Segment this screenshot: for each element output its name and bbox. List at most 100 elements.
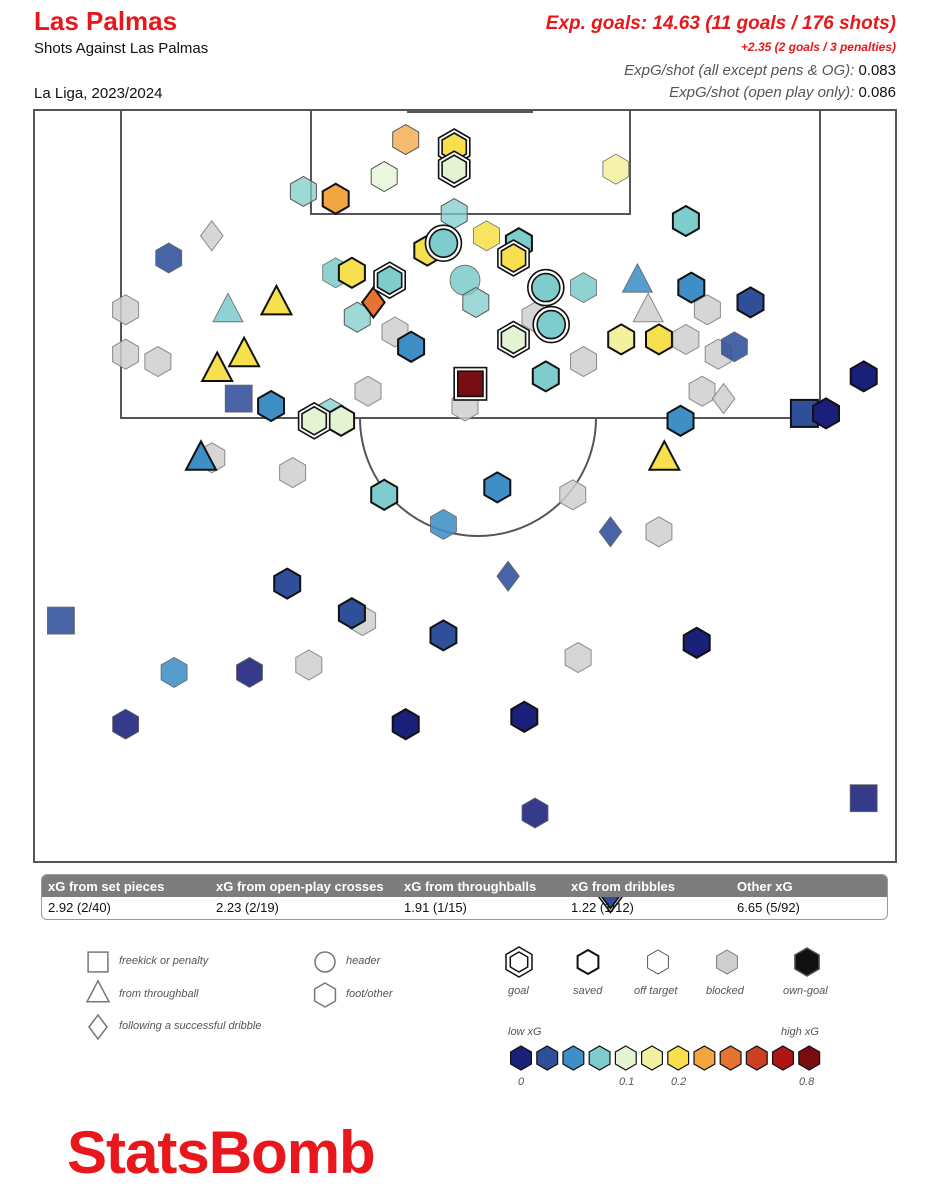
- shot-off-target-0: [289, 175, 317, 207]
- summary-value-crosses: 2.23 (2/19): [216, 900, 279, 915]
- shot-blocked-19: [564, 642, 592, 674]
- legend-label-low-xg: low xG: [508, 1026, 542, 1038]
- shot-saved-29: [510, 700, 539, 733]
- shot-goals-2: [428, 228, 459, 258]
- shot-blocked-4: [693, 294, 721, 326]
- xg-per-shot-open-value: 0.086: [858, 84, 896, 101]
- shot-goals-4: [531, 272, 561, 303]
- shot-saved-6: [360, 285, 386, 320]
- summary-header-set-pieces: xG from set pieces: [48, 879, 165, 894]
- legend-tick-0-8: 0.8: [799, 1076, 815, 1088]
- statsbomb-logo: StatsBomb: [67, 1119, 376, 1186]
- legend-label-off-target: off target: [634, 985, 678, 997]
- summary-value-set-pieces: 2.92 (2/40): [48, 900, 111, 915]
- legend-label-dribble: following a successful dribble: [119, 1020, 262, 1032]
- shot-unannotated-4: [570, 272, 597, 304]
- legend-label-saved: saved: [573, 985, 603, 997]
- legend-tick-0-1: 0.1: [619, 1076, 635, 1088]
- legend-xg-scale-0: [510, 1045, 533, 1071]
- shot-blocked-7: [570, 346, 597, 378]
- legend-xg-scale-10: [771, 1045, 795, 1071]
- shot-unannotated-15: [598, 516, 623, 548]
- legend-label-header: header: [346, 955, 381, 967]
- legend-xg-scale-3: [588, 1045, 611, 1071]
- shot-saved-23: [647, 439, 681, 471]
- shot-unannotated-16: [521, 797, 549, 829]
- shot-unannotated-11: [160, 656, 188, 688]
- legend-xg-scale-9: [745, 1045, 768, 1071]
- shot-saved-30: [391, 708, 420, 741]
- shot-unannotated-0: [155, 242, 183, 274]
- shot-unannotated-5: [621, 262, 654, 293]
- shot-saved-3: [337, 256, 366, 289]
- competition-label: La Liga, 2023/2024: [34, 85, 163, 102]
- shot-blocked-6: [672, 323, 700, 355]
- legend-goal-icon: [509, 951, 529, 973]
- summary-value-throughballs: 1.91 (1/15): [404, 900, 467, 915]
- shot-saved-0: [321, 182, 350, 215]
- shot-blocked-15: [559, 479, 587, 511]
- legend: [85, 946, 821, 1071]
- shot-blocked-5: [632, 292, 665, 323]
- legend-xg-scale-8: [719, 1045, 742, 1071]
- shots-layer: [47, 124, 878, 914]
- legend-label-throughball: from throughball: [119, 988, 199, 1000]
- shot-blocked-20: [112, 338, 140, 370]
- shot-saved-8: [397, 330, 426, 363]
- xg-per-shot-all-value: 0.083: [858, 62, 896, 79]
- shot-blocked-12: [711, 382, 736, 415]
- shot-off-target-4: [462, 286, 490, 318]
- legend-xg-scale-6: [667, 1045, 690, 1071]
- legend-triangle-icon: [85, 979, 111, 1003]
- shot-blocked-1: [112, 294, 140, 326]
- shot-goals-5: [376, 265, 403, 296]
- shot-unannotated-12: [112, 708, 140, 740]
- page-title: Las Palmas: [34, 6, 178, 36]
- xg-summary-table: xG from set pieces xG from open-play cro…: [41, 874, 888, 920]
- shot-blocked-0: [199, 219, 224, 252]
- shot-goals-6: [500, 324, 527, 355]
- penalty-arc: [359, 417, 597, 537]
- shot-saved-18: [184, 439, 218, 471]
- shot-goals-7: [536, 309, 567, 340]
- shot-unannotated-17: [849, 784, 878, 813]
- legend-own-goal-icon: [794, 947, 820, 977]
- legend-blocked-icon: [716, 949, 738, 975]
- summary-header-throughballs: xG from throughballs: [404, 879, 537, 894]
- shot-saved-17: [257, 389, 285, 423]
- shot-saved-26: [812, 397, 840, 430]
- shot-saved-13: [666, 404, 695, 437]
- shot-saved-21: [273, 567, 302, 600]
- shot-unannotated-18: [430, 508, 457, 540]
- shot-goals-8: [456, 370, 484, 398]
- shot-goals-3: [500, 243, 527, 273]
- legend-label-high-xg: high xG: [781, 1026, 819, 1038]
- shot-saved-12: [645, 323, 673, 356]
- legend-diamond-icon: [88, 1013, 108, 1041]
- shot-unannotated-6: [602, 153, 630, 185]
- summary-value-dribbles: 1.22 (1/12): [571, 900, 634, 915]
- shot-blocked-9: [354, 375, 382, 407]
- shot-unannotated-3: [473, 220, 500, 252]
- legend-square-icon: [87, 951, 109, 973]
- shot-saved-11: [677, 271, 706, 304]
- chart-subtitle: Shots Against Las Palmas: [34, 40, 209, 57]
- xg-per-shot-open: ExpG/shot (open play only): 0.086: [669, 84, 896, 101]
- penalty-summary: +2.35 (2 goals / 3 penalties): [740, 40, 896, 54]
- shot-unannotated-7: [224, 384, 253, 413]
- legend-label-foot: foot/other: [346, 988, 393, 1000]
- shot-blocked-21: [144, 346, 172, 378]
- shot-blocked-11: [688, 375, 716, 407]
- xg-per-shot-all-label: ExpG/shot (all except pens & OG):: [624, 62, 855, 79]
- shot-saved-9: [531, 360, 560, 393]
- summary-header-dribbles: xG from dribbles: [571, 879, 676, 894]
- shot-saved-20: [370, 478, 399, 511]
- shot-off-target-1: [392, 124, 420, 156]
- shot-saved-15: [671, 204, 700, 238]
- xg-per-shot-open-label: ExpG/shot (open play only):: [669, 84, 855, 101]
- shot-saved-4: [259, 283, 294, 316]
- legend-xg-scale-1: [536, 1045, 559, 1071]
- xg-per-shot-all: ExpG/shot (all except pens & OG): 0.083: [624, 62, 896, 79]
- legend-label-freekick: freekick or penalty: [119, 955, 209, 967]
